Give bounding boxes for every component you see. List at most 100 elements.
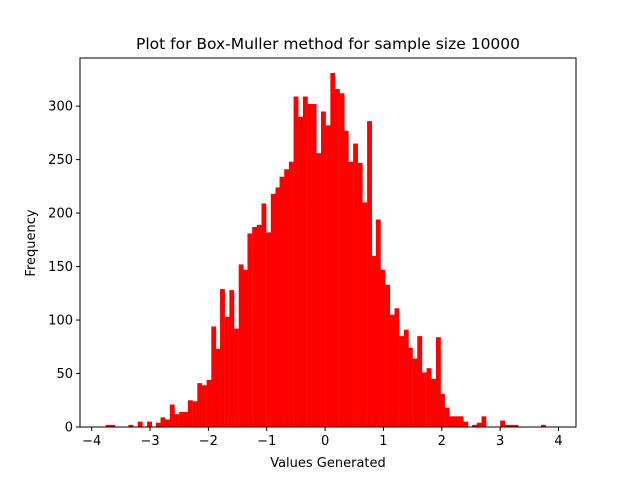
histogram-bar xyxy=(169,404,175,427)
histogram-bar xyxy=(320,111,326,427)
histogram-bar xyxy=(270,193,276,427)
bars-group xyxy=(105,72,546,428)
histogram-bar xyxy=(508,424,514,427)
histogram-bar xyxy=(380,269,386,427)
x-tick-label: −4 xyxy=(82,434,101,449)
histogram-bar xyxy=(476,422,482,427)
histogram-bar xyxy=(504,424,510,427)
histogram-bar xyxy=(426,368,432,427)
histogram-bar xyxy=(105,424,111,427)
x-tick-label: 0 xyxy=(321,434,329,449)
histogram-bar xyxy=(201,385,207,427)
x-tick-label: −2 xyxy=(199,434,218,449)
x-tick-label: 1 xyxy=(379,434,387,449)
x-tick-label: 4 xyxy=(554,434,562,449)
x-tick-label: 3 xyxy=(496,434,504,449)
histogram-bar xyxy=(407,347,413,427)
histogram-bar xyxy=(431,378,437,427)
x-tick-label: −3 xyxy=(140,434,159,449)
histogram-bar xyxy=(229,290,235,427)
x-axis-label: Values Generated xyxy=(270,456,386,471)
histogram-bar xyxy=(238,264,244,427)
histogram-bar xyxy=(500,420,506,427)
histogram-bar xyxy=(192,401,198,427)
histogram-bar xyxy=(307,103,313,427)
chart-title: Plot for Box-Muller method for sample si… xyxy=(136,35,520,53)
histogram-bar xyxy=(234,328,239,427)
histogram-bar xyxy=(155,422,161,427)
histogram-bar xyxy=(128,424,134,427)
x-tick-label: −1 xyxy=(257,434,276,449)
histogram-bar xyxy=(215,348,221,427)
histogram-bar xyxy=(385,284,391,427)
y-axis-label: Frequency xyxy=(24,209,39,276)
histogram-bar xyxy=(375,219,381,427)
histogram-bar xyxy=(211,326,217,427)
y-tick-label: 50 xyxy=(56,367,73,382)
histogram-bar xyxy=(449,416,455,427)
histogram-bar xyxy=(137,421,143,427)
histogram-bar xyxy=(412,358,418,427)
histogram-bar xyxy=(357,162,363,428)
histogram-bar xyxy=(110,424,116,427)
histogram-bar xyxy=(197,383,203,427)
y-tick-label: 250 xyxy=(48,153,73,168)
histogram-bar xyxy=(220,289,225,427)
y-tick-label: 200 xyxy=(48,207,73,222)
histogram-bar xyxy=(224,316,230,427)
histogram-bar xyxy=(266,232,272,427)
histogram-bar xyxy=(206,379,212,427)
histogram-bar xyxy=(394,308,400,427)
histogram-bar xyxy=(316,153,322,428)
histogram-bar xyxy=(183,412,189,427)
histogram-bar xyxy=(261,203,267,427)
y-tick-label: 100 xyxy=(48,314,73,329)
histogram-bar xyxy=(165,419,171,427)
y-tick-label: 300 xyxy=(48,100,73,115)
histogram-bar xyxy=(256,224,262,427)
histogram-bar xyxy=(513,424,519,427)
histogram-bar xyxy=(298,116,304,428)
histogram-bar xyxy=(389,314,395,427)
histogram-bar xyxy=(279,176,285,427)
histogram-bar xyxy=(421,372,427,427)
histogram-bar xyxy=(330,72,336,428)
histogram-bar xyxy=(311,103,317,427)
histogram-bar xyxy=(367,121,372,428)
y-tick-label: 0 xyxy=(65,421,73,436)
histogram-bar xyxy=(463,421,469,427)
histogram-bar xyxy=(325,125,331,428)
histogram-bar xyxy=(275,187,281,427)
histogram-bar xyxy=(187,400,193,427)
histogram-bar xyxy=(371,255,377,427)
histogram-bar xyxy=(174,414,180,427)
x-tick-label: 2 xyxy=(438,434,446,449)
histogram-bar xyxy=(284,169,290,427)
histogram-bar xyxy=(160,417,166,427)
histogram-bar xyxy=(348,161,354,427)
histogram-bar xyxy=(435,337,441,427)
histogram-bar xyxy=(399,336,405,427)
histogram-bar xyxy=(403,329,409,427)
histogram-bar xyxy=(179,412,185,427)
histogram-bar xyxy=(343,130,349,427)
histogram-bar xyxy=(353,143,358,427)
histogram-bar xyxy=(147,421,152,427)
histogram-bar xyxy=(362,202,368,427)
x-axis-ticks: −4 −3 −2 −1 0 1 2 3 4 xyxy=(82,427,563,449)
histogram-bar xyxy=(252,226,258,427)
histogram-bar xyxy=(417,336,423,427)
histogram-bar xyxy=(481,416,487,427)
histogram-bar xyxy=(247,233,253,427)
histogram-bar xyxy=(458,416,464,427)
plot-frame xyxy=(79,57,577,428)
histogram-bar xyxy=(540,424,546,427)
y-axis-ticks: 0 50 100 150 200 250 300 xyxy=(48,100,80,436)
histogram-bar xyxy=(288,161,294,427)
histogram-bar xyxy=(293,96,299,428)
y-tick-label: 150 xyxy=(48,260,73,275)
histogram-bar xyxy=(440,393,445,427)
histogram-bar xyxy=(339,93,345,427)
histogram-bar xyxy=(444,407,450,427)
